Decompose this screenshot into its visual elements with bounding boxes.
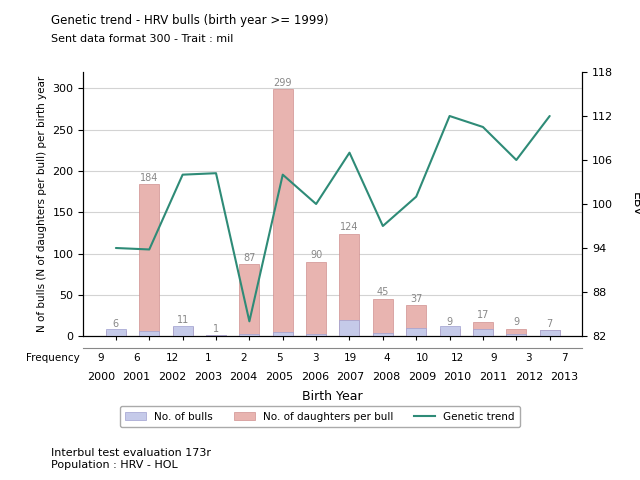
Text: 2: 2 — [241, 353, 247, 362]
Text: 1: 1 — [213, 324, 219, 334]
Text: 299: 299 — [273, 78, 292, 88]
Text: 2001: 2001 — [123, 372, 151, 382]
Text: 37: 37 — [410, 294, 422, 304]
Text: 9: 9 — [490, 353, 497, 362]
Bar — [440, 329, 460, 336]
Text: 45: 45 — [377, 287, 389, 297]
Text: Sent data format 300 - Trait : mil: Sent data format 300 - Trait : mil — [51, 34, 234, 44]
Text: Genetic trend - HRV bulls (birth year >= 1999): Genetic trend - HRV bulls (birth year >=… — [51, 14, 329, 27]
Bar — [506, 329, 526, 336]
Text: 1: 1 — [205, 353, 211, 362]
Bar — [306, 334, 326, 336]
Text: 90: 90 — [310, 250, 323, 260]
Text: 2004: 2004 — [230, 372, 258, 382]
Bar — [373, 333, 393, 336]
Bar — [540, 330, 560, 336]
Text: 2007: 2007 — [337, 372, 365, 382]
Bar — [239, 264, 259, 336]
Bar — [273, 332, 292, 336]
Text: 2009: 2009 — [408, 372, 436, 382]
Bar — [206, 335, 226, 336]
Text: 9: 9 — [447, 317, 452, 327]
Bar — [173, 326, 193, 336]
Text: 19: 19 — [344, 353, 357, 362]
Text: 3: 3 — [525, 353, 532, 362]
Text: Birth Year: Birth Year — [303, 389, 363, 403]
Text: 9: 9 — [98, 353, 104, 362]
Text: 6: 6 — [133, 353, 140, 362]
Bar — [140, 184, 159, 336]
Text: 12: 12 — [166, 353, 179, 362]
Bar — [406, 328, 426, 336]
Text: 9: 9 — [513, 317, 520, 327]
Bar — [106, 331, 126, 336]
Bar — [373, 299, 393, 336]
Legend: No. of bulls, No. of daughters per bull, Genetic trend: No. of bulls, No. of daughters per bull,… — [120, 407, 520, 427]
Text: 7: 7 — [547, 319, 553, 329]
Text: 12: 12 — [451, 353, 464, 362]
Text: Interbul test evaluation 173r: Interbul test evaluation 173r — [51, 448, 211, 458]
Bar — [206, 335, 226, 336]
Text: 3: 3 — [312, 353, 318, 362]
Text: 2008: 2008 — [372, 372, 401, 382]
Text: 2010: 2010 — [444, 372, 472, 382]
Text: 124: 124 — [340, 222, 359, 232]
Y-axis label: N of bulls (N of daughters per bull) per birth year: N of bulls (N of daughters per bull) per… — [36, 76, 47, 332]
Bar — [140, 331, 159, 336]
Bar — [339, 234, 360, 336]
Y-axis label: EBV: EBV — [630, 192, 640, 216]
Text: 2011: 2011 — [479, 372, 508, 382]
Text: 5: 5 — [276, 353, 283, 362]
Text: 2006: 2006 — [301, 372, 329, 382]
Text: 10: 10 — [415, 353, 429, 362]
Bar — [540, 330, 560, 336]
Bar — [173, 327, 193, 336]
Text: 11: 11 — [177, 315, 189, 325]
Text: 2012: 2012 — [515, 372, 543, 382]
Text: 7: 7 — [561, 353, 568, 362]
Text: 2000: 2000 — [87, 372, 115, 382]
Bar — [339, 320, 360, 336]
Bar — [306, 262, 326, 336]
Text: 17: 17 — [477, 311, 489, 320]
Bar — [506, 334, 526, 336]
Text: 2013: 2013 — [550, 372, 579, 382]
Bar — [239, 335, 259, 336]
Text: 2002: 2002 — [158, 372, 186, 382]
Text: 184: 184 — [140, 172, 159, 182]
Bar — [440, 326, 460, 336]
Text: Frequency: Frequency — [26, 353, 80, 362]
Text: 87: 87 — [243, 252, 255, 263]
Text: 2005: 2005 — [265, 372, 293, 382]
Bar — [273, 89, 292, 336]
Bar — [473, 322, 493, 336]
Bar — [106, 329, 126, 336]
Bar — [473, 329, 493, 336]
Bar — [406, 305, 426, 336]
Text: 4: 4 — [383, 353, 390, 362]
Text: 2003: 2003 — [194, 372, 222, 382]
Text: 6: 6 — [113, 319, 119, 329]
Text: Population : HRV - HOL: Population : HRV - HOL — [51, 460, 178, 470]
